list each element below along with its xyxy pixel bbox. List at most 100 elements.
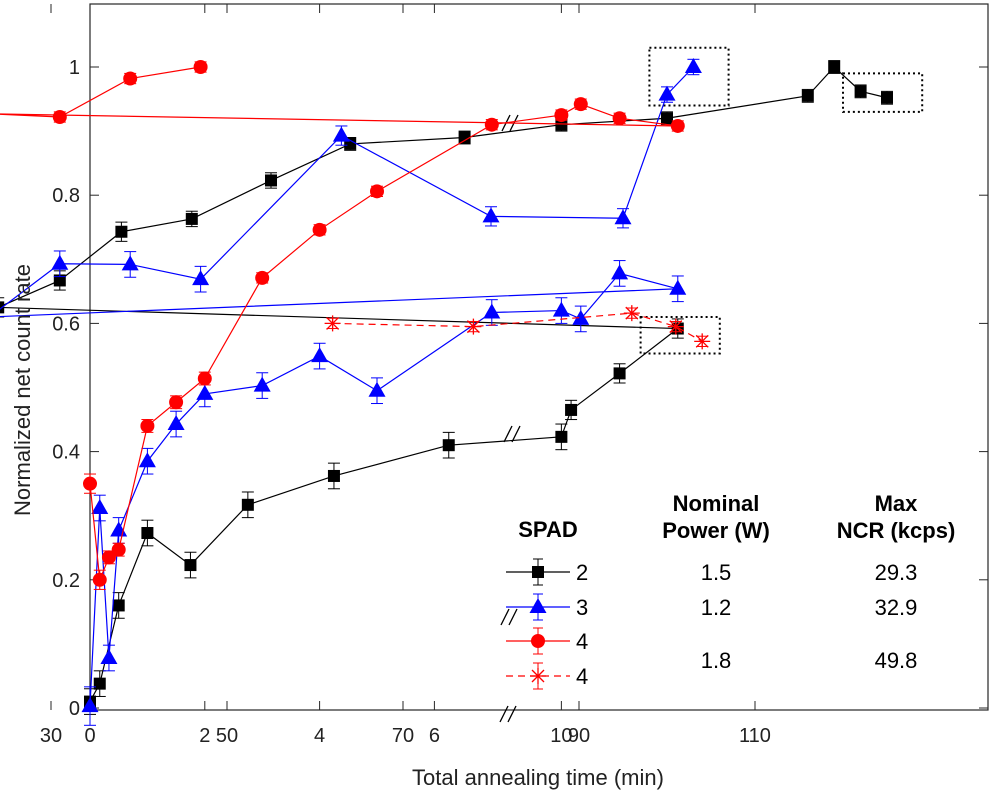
data-point [552, 301, 570, 317]
data-point [529, 598, 547, 613]
series-3-break-mark [500, 608, 518, 626]
data-point [332, 126, 350, 142]
data-point [169, 395, 184, 410]
data-point [670, 118, 685, 133]
data-point [193, 60, 208, 74]
data-point [52, 109, 67, 124]
highlight-box [842, 72, 924, 113]
legend-ncr-value: 49.8 [875, 648, 918, 673]
y-tick-label: 0.8 [52, 185, 80, 207]
axis-break-stroke [507, 705, 517, 723]
legend-label: 4 [576, 664, 588, 689]
data-point [312, 222, 327, 237]
legend-header-ncr: NCR (kcps) [837, 518, 956, 543]
data-point [612, 111, 627, 126]
highlight-box [648, 46, 730, 107]
data-point [93, 677, 106, 690]
y-axis-title: Normalized net count rate [10, 264, 35, 516]
data-point [555, 118, 568, 131]
data-point [138, 452, 156, 468]
data-point [623, 305, 640, 322]
x-axis-break-mark [499, 705, 517, 723]
series-2 [0, 60, 893, 715]
data-point [828, 61, 841, 73]
asterisk-stroke [326, 316, 340, 330]
legend-entry [506, 627, 570, 655]
legend-label: 2 [576, 560, 588, 585]
data-point [241, 498, 254, 511]
data-point [370, 184, 384, 199]
data-point [694, 333, 711, 350]
series-line [0, 66, 694, 707]
series-4 [0, 60, 685, 590]
data-point [368, 381, 386, 397]
legend-entry [506, 558, 570, 586]
data-point [196, 384, 214, 400]
x-tick-label: 110 [739, 725, 771, 747]
legend-entry [506, 662, 570, 690]
y-tick-label: 0.6 [52, 313, 80, 335]
x-axis-title: Total annealing time (min) [412, 765, 664, 790]
data-point [482, 207, 500, 223]
x-tick-label: 6 [429, 725, 440, 747]
x-tick-label: 70 [392, 725, 414, 747]
data-point [611, 264, 629, 280]
data-point [51, 254, 69, 270]
data-point [532, 566, 544, 578]
data-point [121, 255, 139, 271]
legend-ncr-value: 29.3 [875, 560, 918, 585]
axis-break-stroke [499, 705, 509, 723]
axis-break-stroke [508, 608, 518, 626]
data-point [101, 550, 116, 565]
data-point [530, 668, 546, 684]
legend-label: 4 [576, 629, 588, 654]
legend-header-ncr: Max [875, 491, 919, 516]
data-point [669, 279, 687, 295]
asterisk-stroke [531, 669, 545, 683]
x-tick-label: 0 [84, 725, 95, 747]
axis-break-stroke [500, 608, 510, 626]
data-point [184, 559, 197, 572]
data-point [92, 572, 107, 587]
data-point [573, 97, 588, 112]
legend-label: 3 [576, 595, 588, 620]
data-point [185, 212, 198, 225]
plot-frame [89, 3, 989, 711]
data-point [572, 309, 590, 325]
asterisk-stroke [466, 320, 480, 334]
series-4-dashed [324, 305, 711, 350]
x-tick-label: 10 [550, 725, 572, 747]
asterisk-stroke [695, 334, 709, 348]
data-point [658, 85, 676, 101]
series-layer [0, 58, 893, 726]
y-tick-label: 1 [69, 57, 80, 79]
asterisk-stroke [669, 320, 683, 334]
highlight-box [639, 315, 721, 355]
data-point [141, 527, 154, 540]
data-point [100, 649, 118, 665]
legend-header-power: Power (W) [662, 518, 770, 543]
data-point [140, 418, 155, 433]
x-tick-label: 30 [40, 725, 62, 747]
data-point [613, 367, 626, 380]
data-point [81, 697, 99, 713]
legend-entry [506, 593, 570, 621]
data-point [854, 85, 867, 98]
data-point [265, 174, 277, 187]
data-point [91, 499, 109, 515]
data-point [801, 89, 814, 102]
data-point [442, 439, 455, 452]
series-2-break-mark [503, 425, 521, 443]
legend-header-power: Nominal [673, 491, 760, 516]
asterisk-stroke [625, 306, 639, 320]
data-point [667, 318, 684, 335]
axis-break-stroke [511, 425, 521, 443]
data-point [327, 469, 340, 482]
y-tick-label: 0.4 [52, 442, 80, 464]
data-point [554, 108, 569, 123]
x-tick-label: 2 [199, 725, 210, 747]
y-tick-label: 0.2 [52, 570, 80, 592]
x-tick-label: 4 [314, 725, 325, 747]
